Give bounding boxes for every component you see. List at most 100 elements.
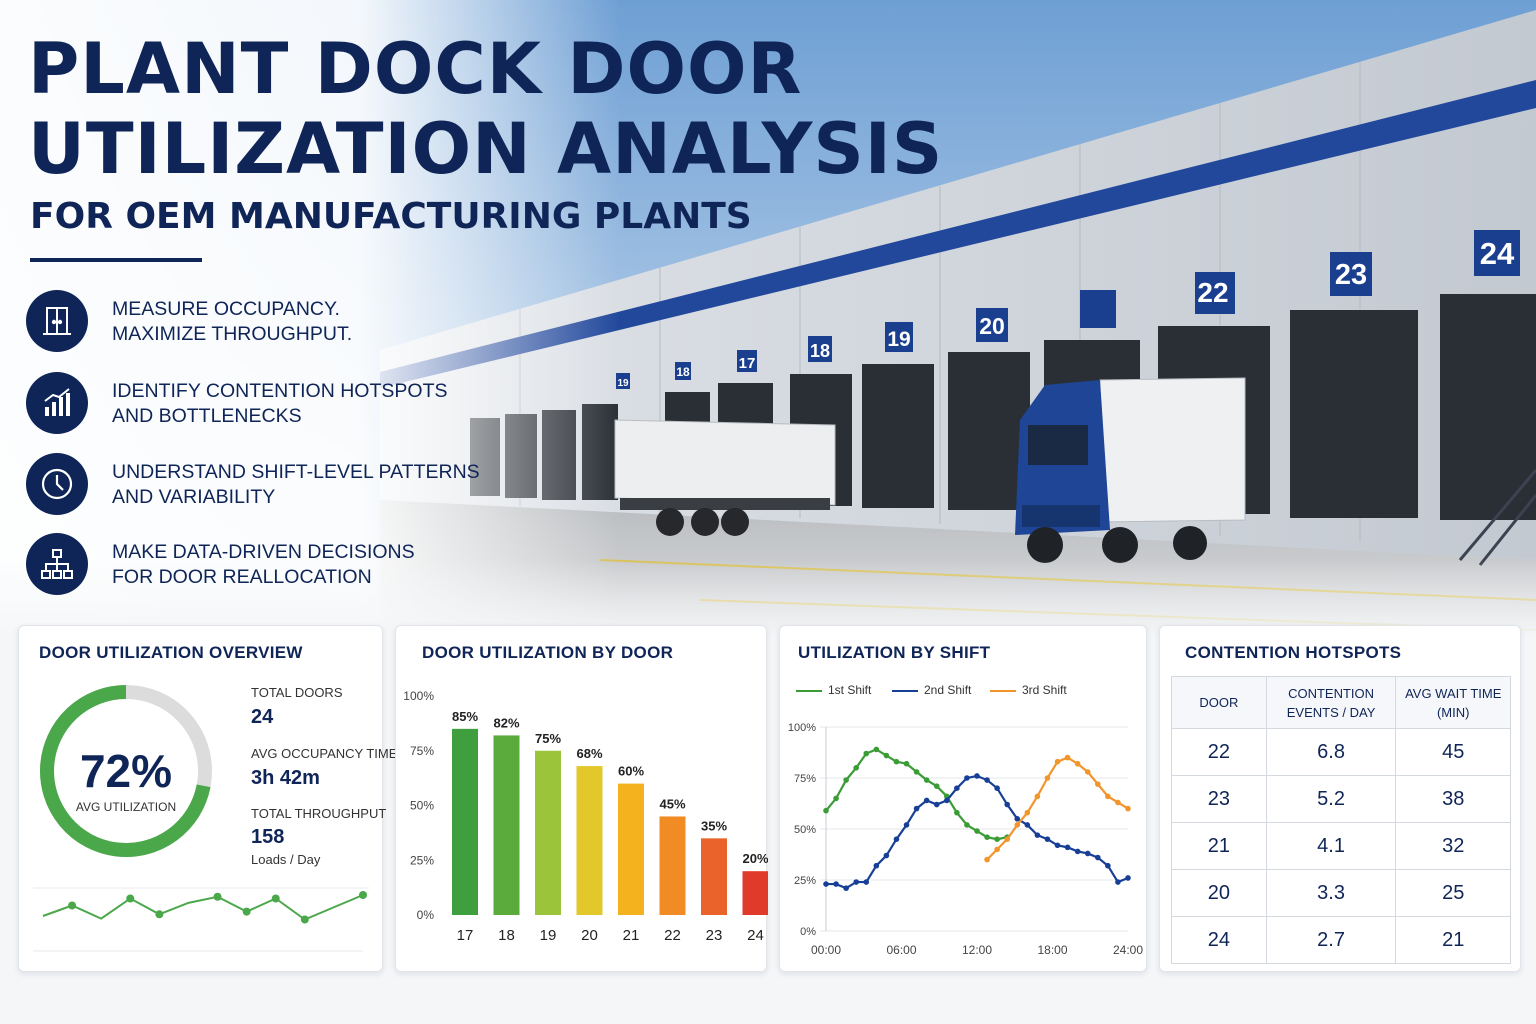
sparkline-line <box>42 894 364 921</box>
header-line: EVENTS / DAY <box>1286 704 1376 720</box>
x-tick-label: 20 <box>581 927 598 944</box>
x-tick-label: 24 <box>747 927 764 944</box>
series-line-1 <box>825 748 1008 841</box>
feature-line: UNDERSTAND SHIFT-LEVEL PATTERNS <box>112 461 480 483</box>
header-line: AVG WAIT TIME <box>1405 685 1502 701</box>
y-tick-label: 50% <box>794 824 816 836</box>
y-tick-label: 0% <box>800 926 816 938</box>
series-point <box>873 746 880 753</box>
bar-value-label: 45% <box>659 796 685 811</box>
cell-events: 5.2 <box>1265 775 1397 823</box>
series-point <box>873 862 880 869</box>
legend-label: 3rd Shift <box>1022 683 1067 697</box>
x-tick-label: 17 <box>457 927 474 944</box>
feature-line: MAXIMIZE THROUGHPUT. <box>112 323 353 345</box>
y-tick-label: 50% <box>410 799 434 813</box>
page-title-line-1: PLANT DOCK DOOR <box>28 28 803 110</box>
bar-chart-title: DOOR UTILIZATION BY DOOR <box>422 643 674 662</box>
feature-line: IDENTIFY CONTENTION HOTSPOTS <box>112 380 448 402</box>
series-point <box>833 795 839 802</box>
avg-occupancy-value: 3h 42m <box>251 767 320 789</box>
bar-door-20 <box>576 766 603 915</box>
avg-occupancy-label: AVG OCCUPANCY TIME <box>251 746 398 761</box>
series-point <box>1074 848 1081 855</box>
header-line: CONTENTION <box>1288 685 1375 701</box>
series-point <box>903 822 910 828</box>
donut-utilization-arc <box>40 685 211 857</box>
legend-1st-shift: 1st Shift <box>796 683 871 697</box>
series-point <box>994 846 1000 853</box>
header-line: (MIN) <box>1436 704 1470 720</box>
series-point <box>1064 754 1071 761</box>
feature-line: AND BOTTLENECKS <box>112 405 302 427</box>
feature-line: FOR DOOR REALLOCATION <box>112 566 372 588</box>
y-tick-label: 100% <box>403 689 434 703</box>
avg-utilization-label: AVG UTILIZATION <box>75 800 177 814</box>
line-chart-title: UTILIZATION BY SHIFT <box>798 643 991 662</box>
series-point <box>1084 850 1091 857</box>
sparkline-point <box>155 910 164 919</box>
sparkline-point <box>213 892 222 901</box>
cell-door: 24 <box>1171 916 1267 964</box>
hierarchy-icon <box>26 533 88 595</box>
table-row: 23 5.2 38 <box>1171 775 1511 823</box>
series-point <box>994 785 1000 791</box>
series-point <box>1105 862 1111 869</box>
avg-utilization-value: 72% <box>79 745 173 797</box>
series-point <box>1014 816 1021 822</box>
utilization-by-shift-line-chart: 0% 25% 50% 75% 100% 00:00 06:00 12:00 18:00 24:00 <box>788 722 1143 957</box>
series-point <box>984 856 990 863</box>
sparkline-point <box>300 915 309 924</box>
y-tick-label: 0% <box>417 908 435 922</box>
series-point <box>1014 822 1021 828</box>
bar-door-23 <box>701 838 727 915</box>
series-point <box>823 807 829 814</box>
legend-3rd-shift: 3rd Shift <box>990 683 1067 697</box>
sparkline-point <box>359 891 367 899</box>
utilization-by-shift-card: UTILIZATION BY SHIFT 1st Shift 2nd Shift… <box>779 625 1147 972</box>
card-title: CONTENTION HOTSPOTS <box>1185 643 1402 662</box>
cell-wait: 21 <box>1395 916 1511 964</box>
series-point <box>1004 836 1010 842</box>
card-title: DOOR UTILIZATION OVERVIEW <box>39 643 303 662</box>
bar-value-label: 60% <box>618 764 644 779</box>
feature-line: AND VARIABILITY <box>112 486 276 508</box>
series-point <box>974 828 980 834</box>
bar-door-21 <box>618 783 644 915</box>
utilization-by-door-card: DOOR UTILIZATION BY DOOR 0% 25% 50% 75% 100%… <box>395 625 768 972</box>
hotspots-table: DOOR CONTENTION EVENTS / DAY AVG WAIT TIM… <box>1171 676 1511 964</box>
feature-shift-patterns: UNDERSTAND SHIFT-LEVEL PATTERNS AND VARIA… <box>26 453 480 515</box>
cell-door: 22 <box>1171 728 1267 776</box>
series-point <box>853 765 859 771</box>
series-point <box>893 836 900 842</box>
y-tick-label: 75% <box>410 744 434 758</box>
series-point <box>984 777 990 783</box>
feature-hotspots: IDENTIFY CONTENTION HOTSPOTS AND BOTTLENE… <box>26 372 448 434</box>
bar-door-17 <box>452 728 478 915</box>
series-point <box>1024 809 1031 816</box>
series-point <box>1125 805 1131 812</box>
y-tick-label: 25% <box>794 875 816 887</box>
series-point <box>944 797 950 804</box>
series-point <box>913 769 920 775</box>
table-row: 24 2.7 21 <box>1171 916 1511 964</box>
table-row: 22 6.8 45 <box>1171 728 1511 776</box>
series-point <box>853 879 859 885</box>
throughput-unit: Loads / Day <box>251 852 321 867</box>
series-point <box>933 801 940 808</box>
bar-door-22 <box>659 816 686 915</box>
series-point <box>913 805 920 812</box>
table-header-row: DOOR CONTENTION EVENTS / DAY AVG WAIT TIM… <box>1171 676 1511 729</box>
utilization-sparkline <box>33 887 369 952</box>
sparkline-point <box>126 894 135 903</box>
header-door: DOOR <box>1171 676 1267 729</box>
bar-value-label: 35% <box>701 818 727 833</box>
feature-line: MAKE DATA-DRIVEN DECISIONS <box>112 541 415 563</box>
legend-label: 1st Shift <box>828 683 872 697</box>
total-doors-label: TOTAL DOORS <box>251 685 343 700</box>
series-point <box>933 783 940 789</box>
page-subtitle: FOR OEM MANUFACTURING PLANTS <box>30 196 752 237</box>
x-tick-label: 12:00 <box>962 943 992 957</box>
bar-door-18 <box>493 735 520 915</box>
series-point <box>984 834 990 840</box>
